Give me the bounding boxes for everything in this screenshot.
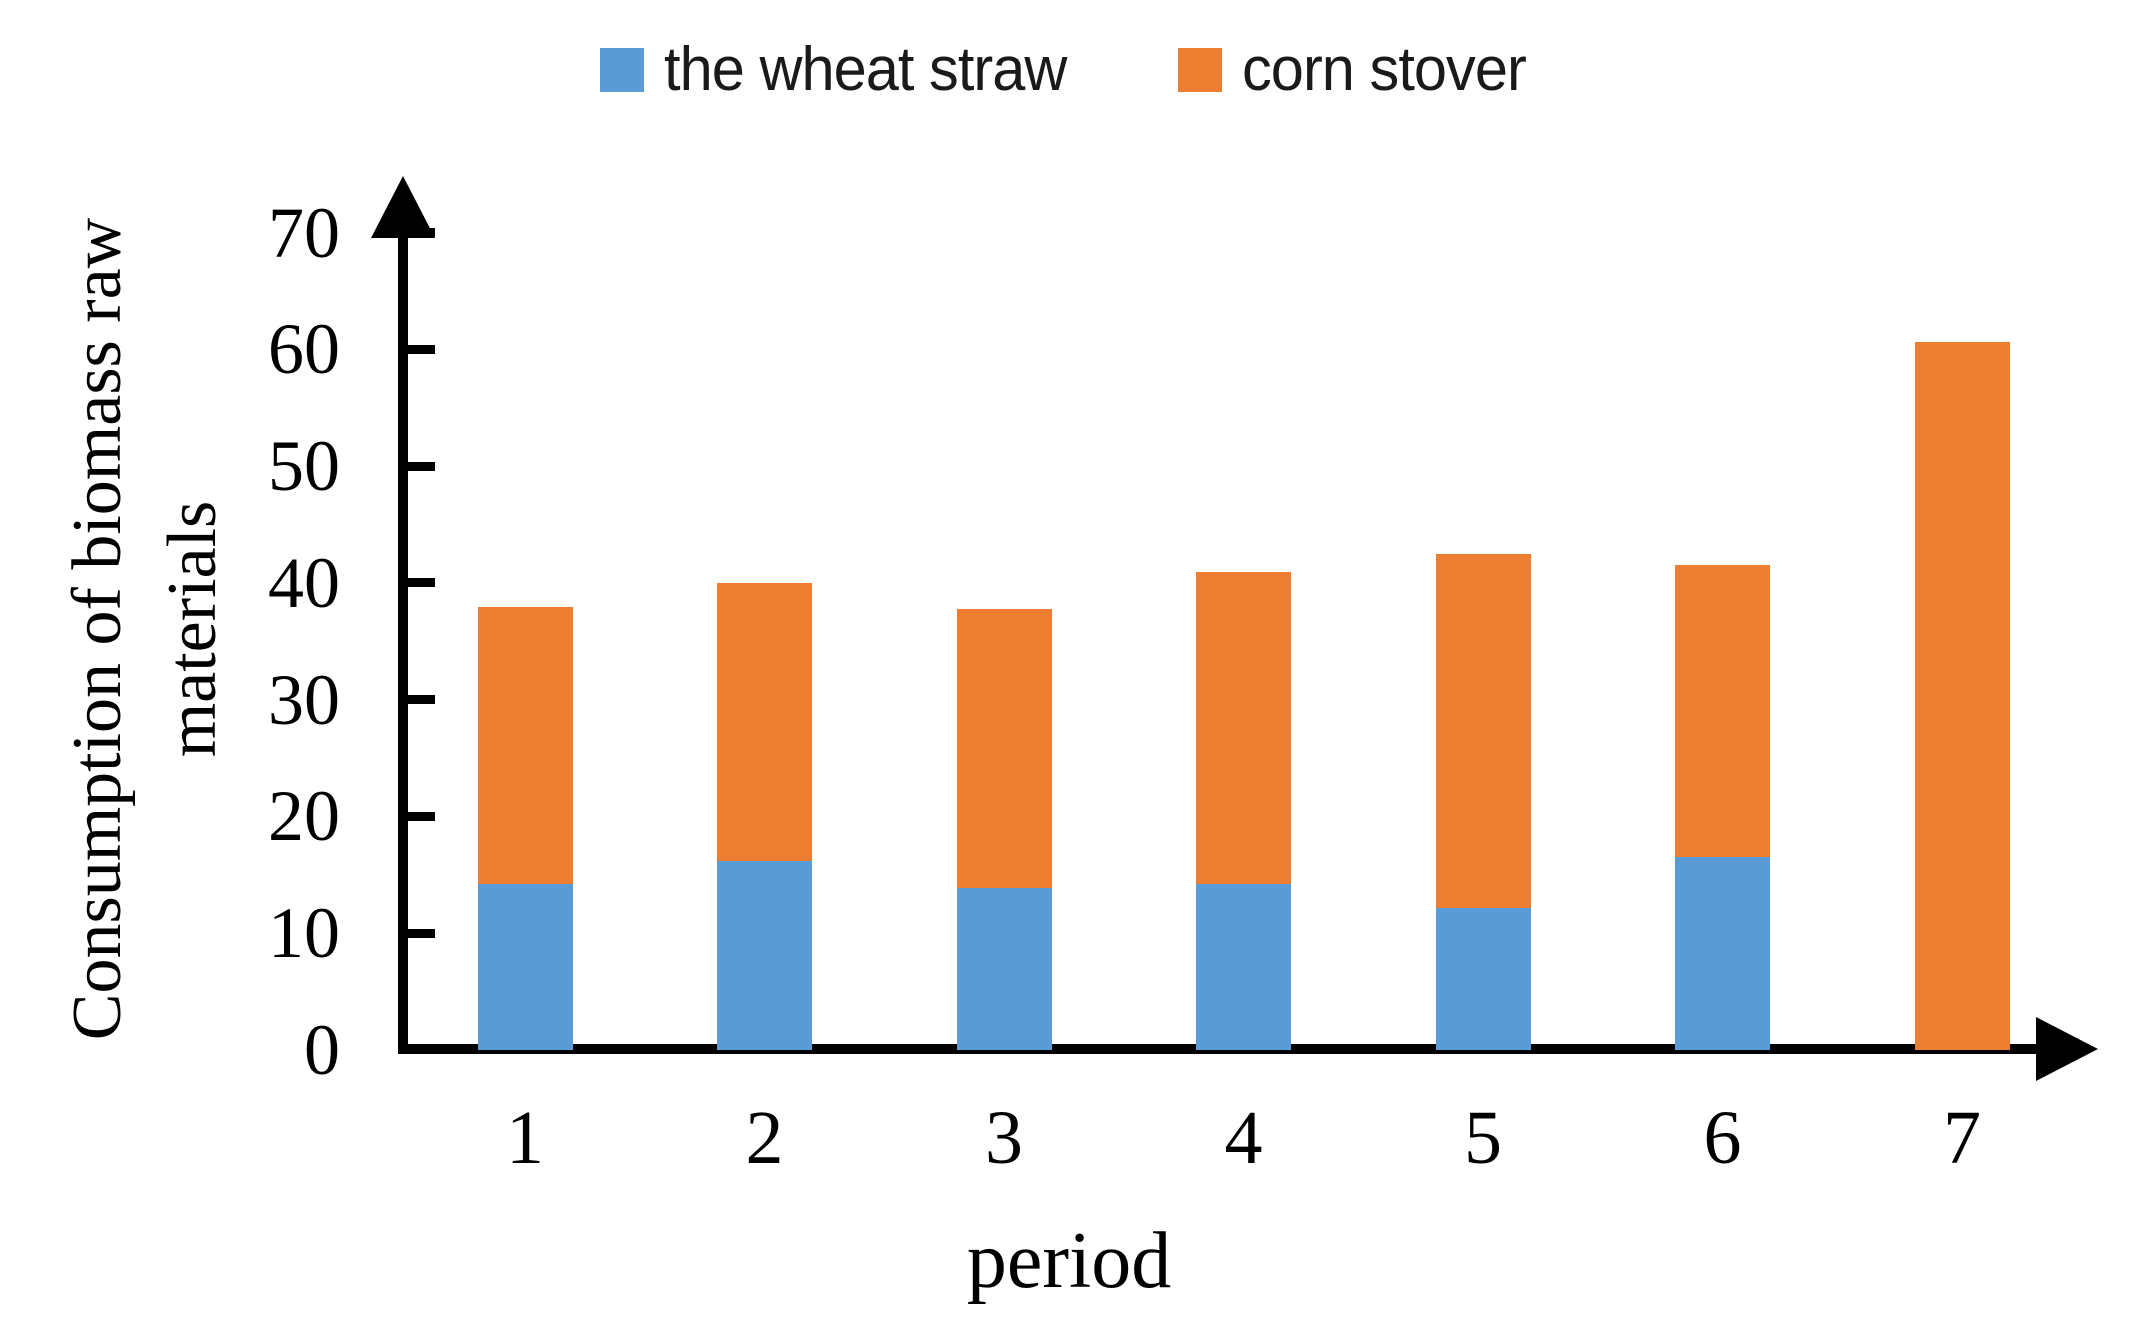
x-axis-tick-label-3: 3	[985, 1096, 1023, 1180]
bar-corn-stover-period-5	[1435, 553, 1531, 908]
y-axis-tick-60	[403, 344, 435, 354]
x-axis-tick-label-7: 7	[1943, 1096, 1981, 1180]
y-axis-tick-label-50: 50	[268, 426, 340, 507]
bar-wheat-straw-period-3	[956, 887, 1052, 1050]
x-axis-arrow-icon	[2036, 1017, 2098, 1081]
bar-corn-stover-period-1	[477, 607, 573, 885]
y-axis-tick-30	[403, 695, 435, 705]
bar-corn-stover-period-6	[1675, 565, 1770, 858]
bar-corn-stover-period-4	[1196, 572, 1291, 885]
x-axis-tick-label-5: 5	[1464, 1096, 1502, 1180]
legend-label-corn-stover: corn stover	[1242, 35, 1527, 104]
corn-stover-swatch-icon	[1178, 48, 1223, 92]
y-axis-tick-label-60: 60	[268, 309, 340, 390]
bar-wheat-straw-period-6	[1675, 857, 1770, 1050]
y-axis-tick-label-30: 30	[268, 659, 340, 740]
bar-wheat-straw-period-2	[717, 860, 812, 1050]
y-axis-title-line2: materials	[154, 500, 231, 758]
y-axis-tick-label-0: 0	[304, 1010, 340, 1090]
wheat-straw-swatch-icon	[600, 48, 645, 92]
y-axis-tick-label-40: 40	[268, 542, 340, 623]
y-axis-tick-70	[403, 228, 435, 238]
bar-corn-stover-period-7	[1914, 342, 2010, 1050]
legend-item-corn-stover: corn stover	[1178, 38, 1538, 102]
y-axis-tick-label-20: 20	[268, 776, 340, 857]
y-axis-title: Consumption of biomass raw materials	[50, 129, 240, 1129]
x-axis-tick-label-6: 6	[1703, 1096, 1742, 1180]
legend-label-wheat-straw: the wheat straw	[664, 35, 1067, 104]
x-axis-tick-label-1: 1	[506, 1096, 544, 1180]
bar-wheat-straw-period-1	[477, 884, 573, 1050]
x-axis-tick-label-4: 4	[1224, 1096, 1263, 1180]
y-axis-arrow-icon	[371, 176, 435, 238]
bar-corn-stover-period-2	[717, 582, 812, 861]
y-axis-tick-label-10: 10	[268, 893, 340, 974]
y-axis-tick-40	[403, 578, 435, 588]
y-axis-tick-label-70: 70	[268, 192, 340, 273]
bar-wheat-straw-period-4	[1196, 884, 1291, 1050]
y-axis-tick-10	[403, 928, 435, 938]
x-axis-tick-label-2: 2	[745, 1096, 784, 1180]
y-axis-tick-50	[403, 461, 435, 471]
legend-item-wheat-straw: the wheat straw	[600, 38, 1083, 102]
y-axis-title-line1: Consumption of biomass raw	[59, 217, 136, 1041]
y-axis-line	[398, 205, 408, 1054]
bar-wheat-straw-period-5	[1435, 907, 1531, 1050]
y-axis-tick-20	[403, 811, 435, 821]
legend: the wheat straw corn stover	[0, 38, 2138, 102]
bar-corn-stover-period-3	[956, 608, 1052, 888]
x-axis-title: period	[966, 1217, 1172, 1305]
